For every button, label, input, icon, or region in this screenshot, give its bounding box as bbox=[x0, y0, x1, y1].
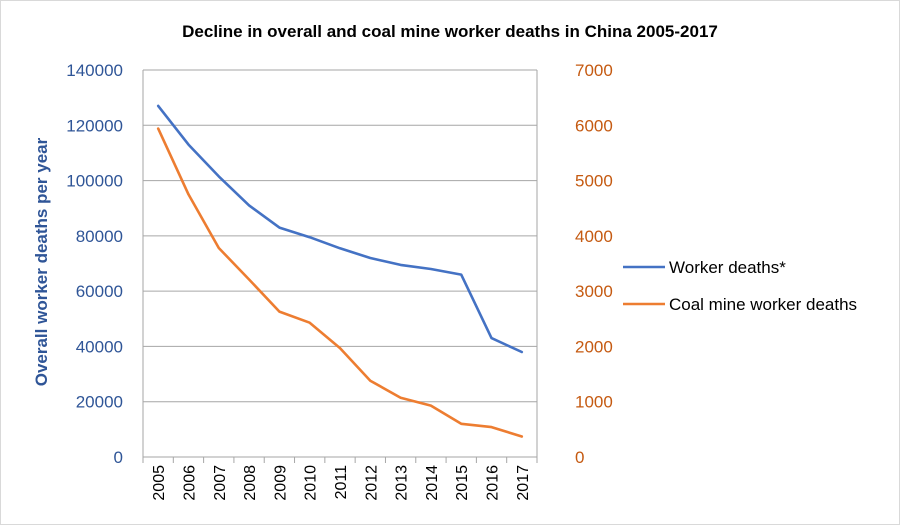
left-tick-label: 80000 bbox=[76, 227, 123, 246]
x-tick-label: 2007 bbox=[212, 465, 229, 501]
right-tick-label: 4000 bbox=[575, 227, 613, 246]
x-tick-label: 2013 bbox=[394, 465, 411, 501]
gridlines bbox=[143, 69, 537, 403]
legend-label: Worker deaths* bbox=[669, 258, 786, 277]
x-tick-label: 2016 bbox=[485, 465, 502, 501]
axes bbox=[142, 70, 538, 458]
left-tick-label: 60000 bbox=[76, 282, 123, 301]
x-tick-label: 2009 bbox=[272, 465, 289, 501]
left-tick-label: 0 bbox=[114, 448, 123, 467]
legend: Worker deaths* Coal mine worker deaths bbox=[623, 258, 857, 314]
chart-title: Decline in overall and coal mine worker … bbox=[182, 22, 718, 41]
right-tick-label: 0 bbox=[575, 448, 584, 467]
left-tick-label: 140000 bbox=[66, 61, 123, 80]
left-tick-label: 120000 bbox=[66, 116, 123, 135]
right-tick-label: 7000 bbox=[575, 61, 613, 80]
x-tick-label: 2006 bbox=[181, 465, 198, 501]
left-tick-label: 20000 bbox=[76, 393, 123, 412]
legend-label: Coal mine worker deaths bbox=[669, 295, 857, 314]
left-tick-label: 100000 bbox=[66, 172, 123, 191]
series-line bbox=[156, 104, 524, 354]
right-tick-label: 6000 bbox=[575, 116, 613, 135]
x-tick-label: 2012 bbox=[363, 465, 380, 501]
x-tick-label: 2014 bbox=[424, 465, 441, 501]
x-tick-label: 2017 bbox=[515, 465, 532, 501]
series-lines bbox=[156, 104, 524, 438]
series-line bbox=[156, 127, 524, 438]
right-tick-label: 5000 bbox=[575, 172, 613, 191]
x-tick-label: 2011 bbox=[333, 465, 350, 500]
left-axis-ticks: 0 20000 40000 60000 80000 100000 120000 140000 bbox=[66, 61, 123, 467]
x-tick-label: 2005 bbox=[151, 465, 168, 501]
right-tick-label: 1000 bbox=[575, 393, 613, 412]
right-tick-label: 3000 bbox=[575, 282, 613, 301]
y-axis-label: Overall worker deaths per year bbox=[32, 137, 51, 386]
x-tick-label: 2010 bbox=[303, 465, 320, 501]
right-tick-label: 2000 bbox=[575, 337, 613, 356]
x-tick-label: 2008 bbox=[242, 465, 259, 501]
right-axis-ticks: 0 1000 2000 3000 4000 5000 6000 7000 bbox=[575, 61, 613, 467]
left-tick-label: 40000 bbox=[76, 337, 123, 356]
x-tick-label: 2015 bbox=[454, 465, 471, 501]
x-axis-ticks: 2005 2006 2007 2008 2009 2010 2011 2012 2013 2014… bbox=[142, 457, 538, 501]
